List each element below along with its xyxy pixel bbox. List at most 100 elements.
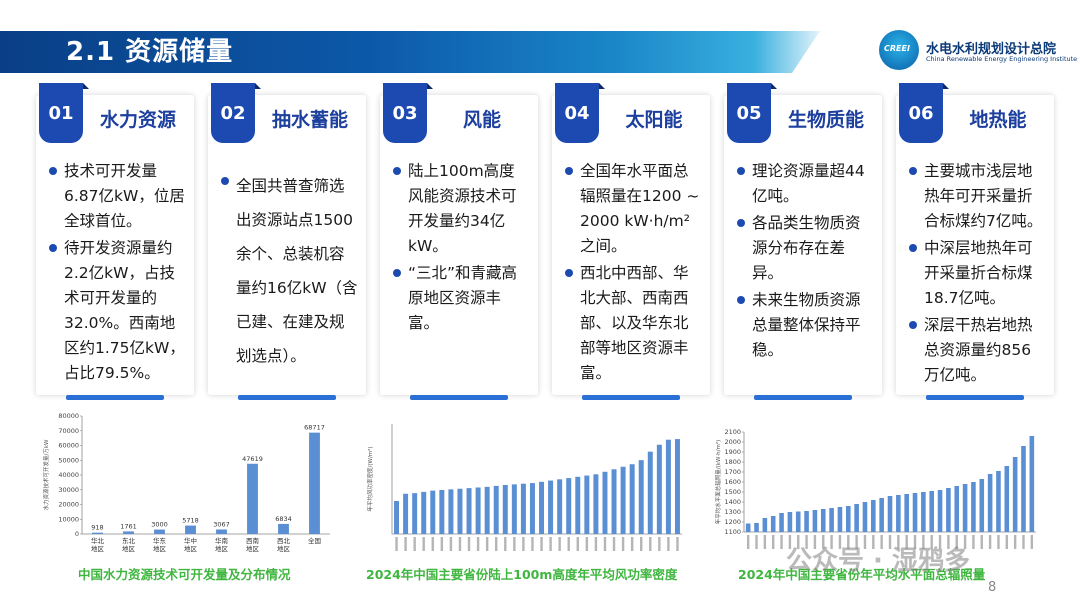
card-bullet-list: 主要城市浅层地热年可开采量折合标煤约7亿吨。 中深层地热年可开采量折合标煤18.7…	[904, 159, 1046, 390]
card-bullet: 全国年水平面总辐照量在1200 ~ 2000 kW·h/m² 之间。	[560, 159, 702, 259]
x-tick-label: 地区	[122, 544, 136, 553]
bar	[123, 531, 134, 534]
x-tick-label	[658, 537, 661, 551]
y-tick-label: 60000	[58, 442, 79, 450]
x-tick-label	[558, 537, 561, 551]
card-number-badge: 05	[727, 83, 777, 143]
card-bullet-list: 理论资源量超44亿吨。 各品类生物质资源分布存在差异。 未来生物质资源总量整体保持平…	[732, 159, 874, 365]
x-tick-label	[1030, 535, 1034, 549]
x-tick-label	[913, 535, 917, 549]
x-tick-label	[847, 535, 850, 549]
x-tick-label	[630, 537, 634, 551]
bar	[620, 466, 626, 534]
bar	[656, 444, 662, 534]
resource-card-1: 01 水力资源 技术可开发量6.87亿kW，位居全球首位。 待开发资源量约2.2亿kW…	[36, 83, 194, 400]
card-bullet: 深层干热岩地热总资源量约856万亿吨。	[904, 313, 1046, 388]
x-tick-label	[640, 537, 643, 551]
y-tick-label: 1100	[724, 528, 741, 536]
bar	[845, 506, 851, 532]
bar	[439, 490, 445, 534]
y-tick-label: 1900	[724, 448, 741, 456]
y-axis-label: 水力资源技术可开发量/万kW	[42, 439, 50, 511]
card-bullet: 陆上100m高度风能资源技术可开发量约34亿kW。	[388, 159, 530, 259]
y-axis-label: 年平均风功率密度/(W/m²)	[366, 447, 374, 512]
x-tick-label	[872, 535, 875, 549]
card-title: 水力资源	[99, 109, 176, 131]
bar	[309, 432, 320, 534]
x-tick-label	[1013, 535, 1017, 549]
x-tick-label	[440, 537, 444, 551]
bar	[611, 469, 617, 534]
x-tick-label	[963, 535, 967, 549]
bar	[996, 471, 1001, 532]
bar	[745, 523, 751, 532]
x-tick-label	[576, 537, 579, 551]
x-tick-label	[476, 537, 480, 551]
x-tick-label	[780, 535, 783, 549]
y-tick-label: 40000	[58, 471, 79, 479]
x-tick-label	[549, 537, 552, 551]
x-tick-label	[594, 537, 598, 551]
x-tick-label	[603, 537, 607, 551]
bar	[539, 481, 545, 534]
x-tick-label	[988, 535, 992, 549]
bar	[566, 478, 572, 534]
x-tick-label	[905, 535, 908, 549]
bar	[971, 482, 976, 532]
bar-value-label: 3067	[213, 520, 230, 528]
card-bullet: 理论资源量超44亿吨。	[732, 159, 874, 209]
x-tick-label	[813, 535, 817, 549]
bar	[647, 451, 653, 534]
x-tick-label	[805, 535, 808, 549]
bar	[593, 474, 599, 534]
card-bullet: “三北”和青藏高原地区资源丰富。	[388, 261, 530, 336]
x-tick-label	[612, 537, 616, 551]
chart-caption-hydro: 中国水力资源技术可开发量及分布情况	[78, 567, 291, 582]
x-tick-label	[404, 537, 407, 551]
y-tick-label: 30000	[58, 486, 79, 494]
card-title: 地热能	[969, 109, 1027, 131]
x-tick-label	[797, 535, 800, 549]
card-title: 生物质能	[787, 109, 864, 131]
bar	[754, 523, 759, 532]
wind-density-chart: 年平均风功率密度/(W/m²)	[366, 424, 682, 551]
x-tick-label	[621, 537, 625, 551]
card-bullet: 主要城市浅层地热年可开采量折合标煤约7亿吨。	[904, 159, 1046, 234]
bar-value-label: 6834	[275, 515, 292, 523]
bar	[829, 508, 834, 532]
bar	[887, 496, 893, 532]
x-tick-label	[746, 535, 750, 549]
y-tick-label: 20000	[58, 501, 79, 509]
bar	[421, 491, 427, 534]
x-tick-label	[395, 537, 398, 551]
resource-card-4: 04 太阳能 全国年水平面总辐照量在1200 ~ 2000 kW·h/m² 之间。西…	[552, 83, 710, 400]
x-tick-label	[431, 537, 434, 551]
bar	[770, 516, 776, 532]
y-tick-label: 1400	[724, 498, 741, 506]
org-name-cn: 水电水利规划设计总院	[926, 42, 1057, 57]
card-title: 抽水蓄能	[271, 109, 348, 131]
card-underline	[926, 395, 1024, 400]
x-tick-label	[531, 537, 534, 551]
bar	[602, 471, 608, 534]
x-tick-label	[938, 535, 942, 549]
x-tick-label: 地区	[91, 544, 105, 553]
resource-card-3: 03 风能 陆上100m高度风能资源技术可开发量约34亿kW。 “三北”和青藏高原地区…	[380, 83, 538, 400]
y-tick-label: 1500	[724, 488, 741, 496]
solar-irradiance-chart: 年平均水平面总辐照量/(kW·h/m²)1100 1200 1300 1400 1500…	[714, 428, 1036, 549]
card-underline	[582, 395, 680, 400]
x-tick-label	[513, 537, 516, 551]
bar	[896, 495, 901, 532]
bar	[278, 523, 289, 534]
hydro-resource-chart: 水力资源技术可开发量/万kW 0 10000 20000 30000 40000 50000…	[42, 412, 330, 553]
card-bullet: 西北中西部、华北大部、西南西部、以及华东北部等地区资源丰富。	[560, 261, 702, 386]
y-tick-label: 80000	[58, 412, 79, 420]
org-logo-icon	[879, 30, 919, 70]
x-tick-label	[880, 535, 883, 549]
bar	[962, 484, 968, 532]
y-tick-label: 1600	[724, 478, 741, 486]
y-tick-label: 2100	[724, 428, 741, 436]
x-tick-label: 西南	[246, 536, 260, 545]
card-number-badge: 01	[39, 83, 89, 143]
org-logo-text: CREEI	[884, 44, 910, 53]
